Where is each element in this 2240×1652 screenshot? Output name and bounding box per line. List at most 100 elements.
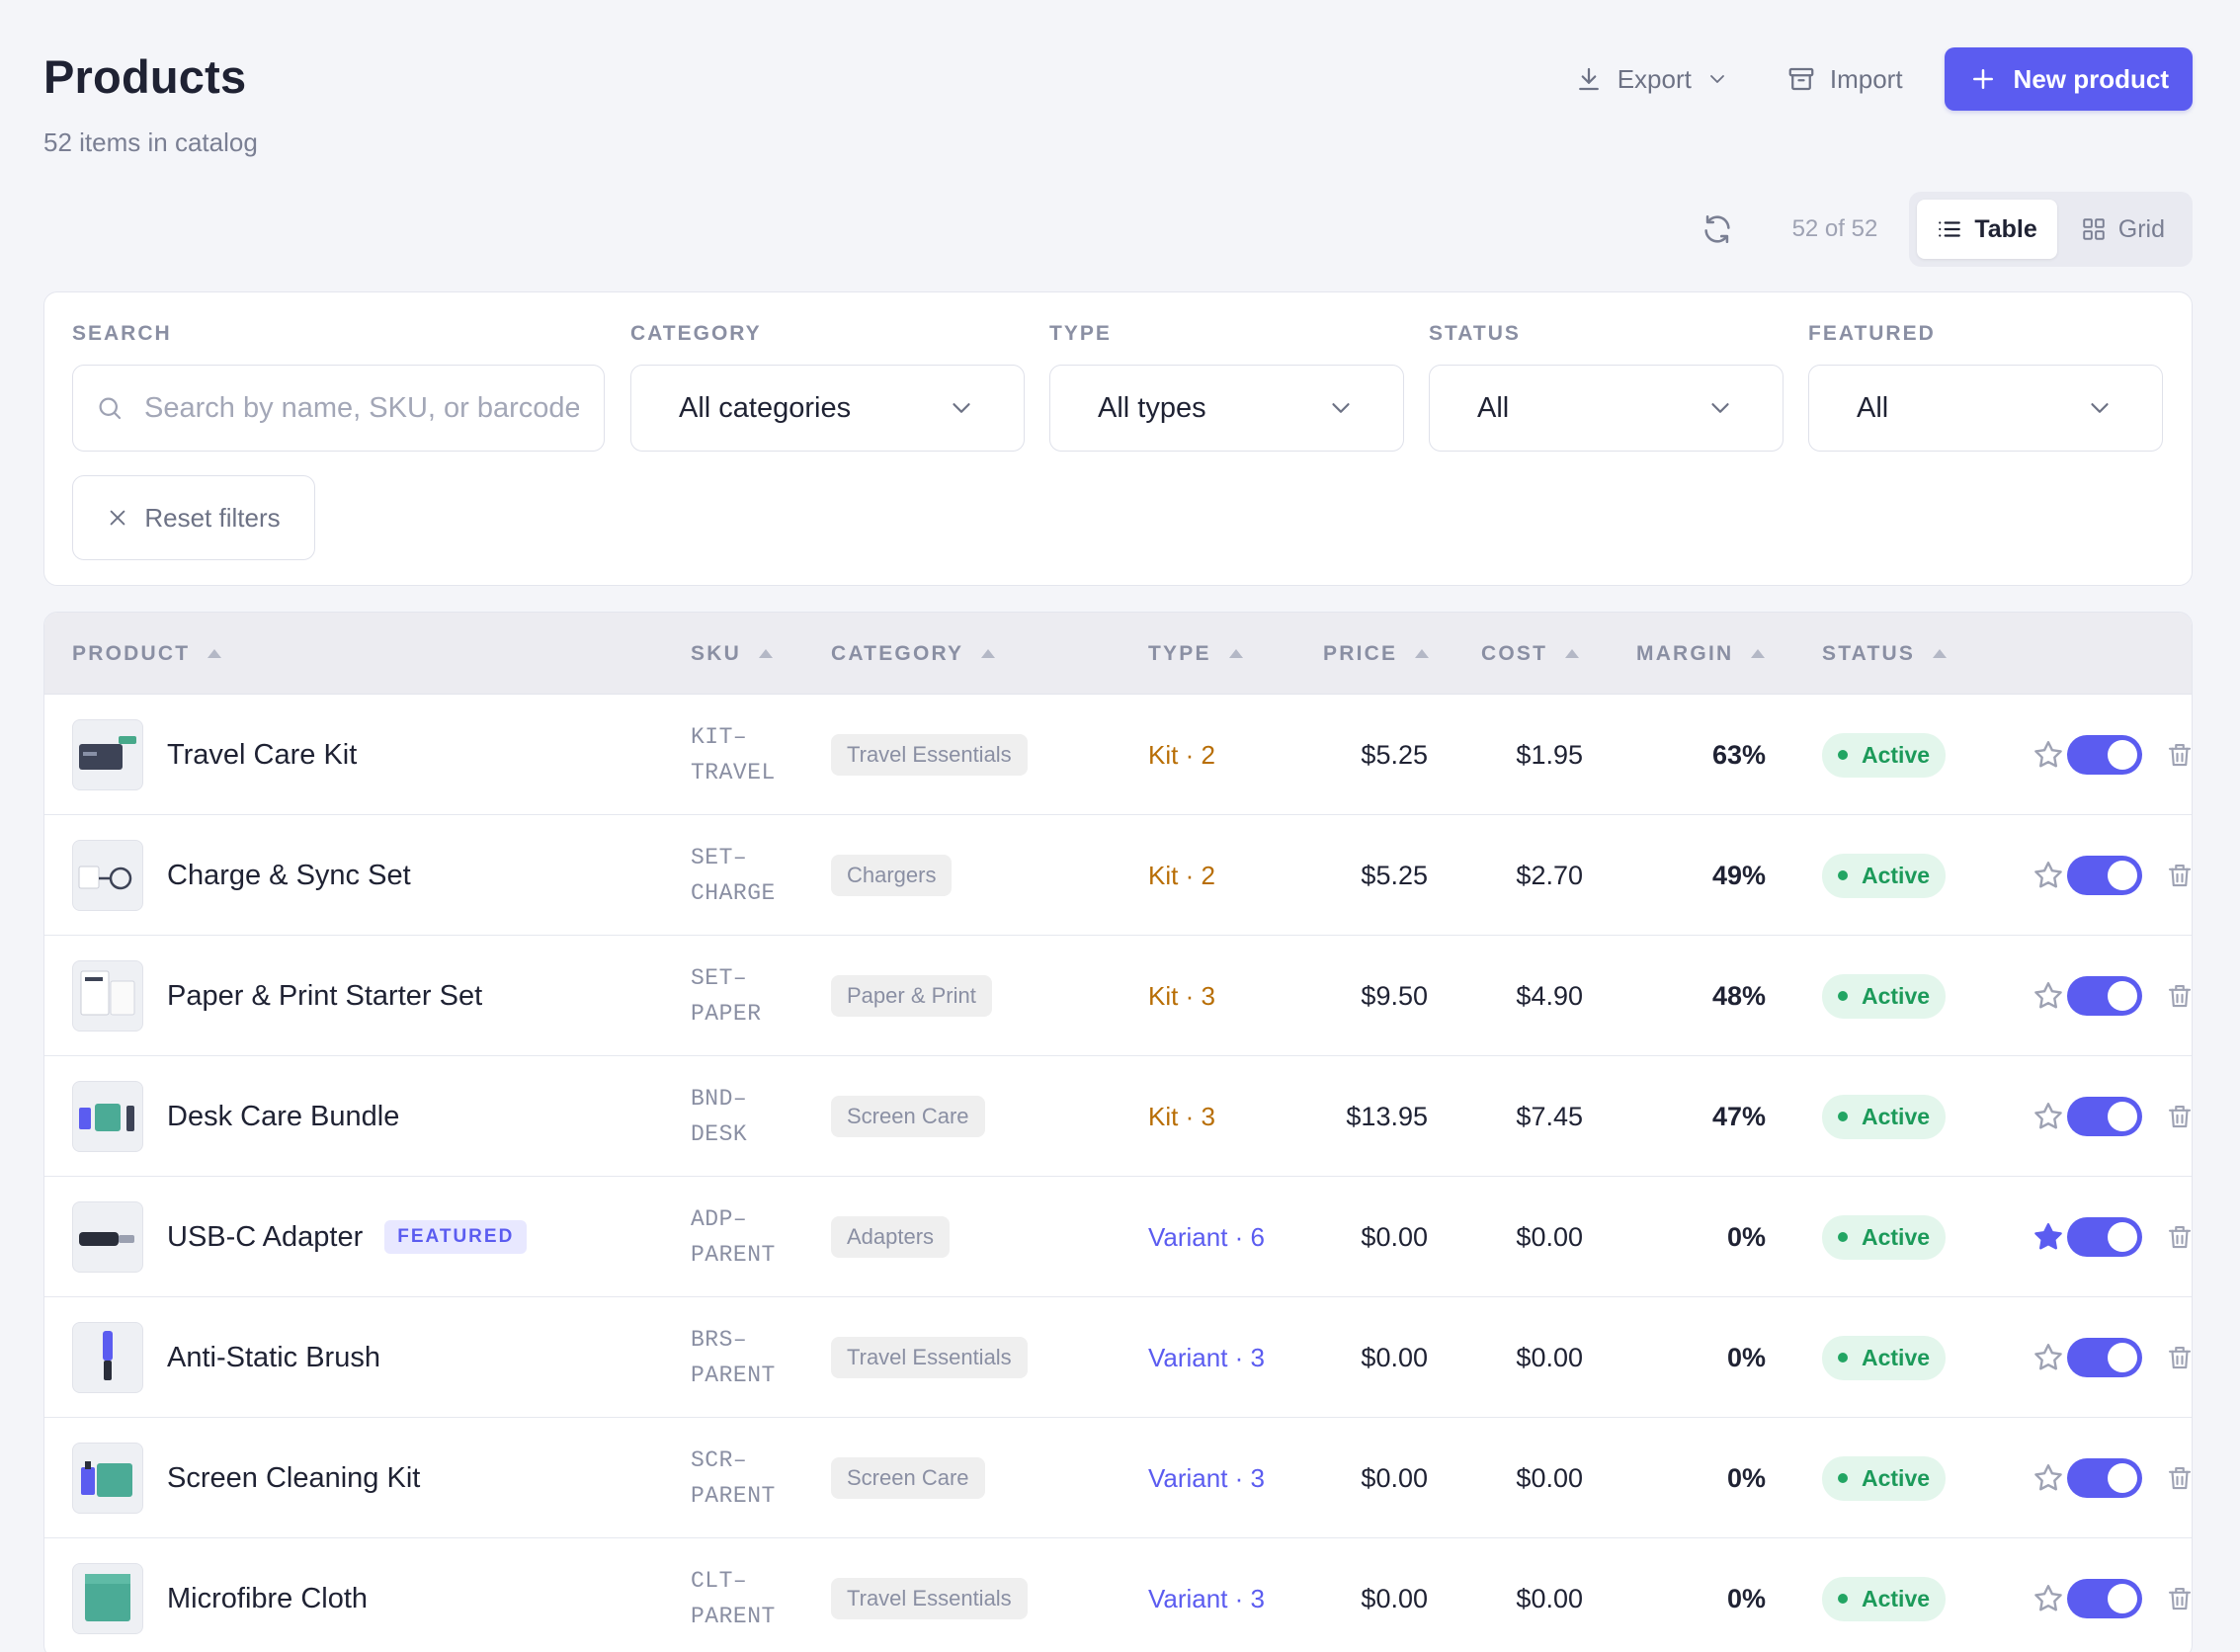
close-icon [111,510,125,526]
column-header-category[interactable]: CATEGORY [831,613,996,695]
featured-badge: FEATURED [384,1220,528,1254]
delete-button[interactable] [2165,1297,2192,1418]
column-header-sku[interactable]: SKU [691,613,773,695]
sort-icon [1933,649,1948,658]
cost-cell: $0.00 [1516,1462,1583,1493]
delete-button[interactable] [2165,695,2192,815]
enabled-toggle[interactable] [2067,1338,2142,1377]
enabled-toggle[interactable] [2067,1097,2142,1136]
margin-cell: 63% [1711,739,1766,770]
enabled-toggle[interactable] [2067,976,2142,1016]
delete-button[interactable] [2165,1418,2192,1538]
featured-select[interactable]: All [1808,365,2163,452]
category-tag: Screen Care [831,1096,985,1137]
reset-filters-button[interactable]: Reset filters [72,475,315,560]
search-input[interactable] [144,391,579,425]
refresh-icon [1703,214,1730,244]
refresh-button[interactable] [1698,209,1737,249]
column-header-type[interactable]: TYPE [1148,613,1243,695]
status-select-value: All [1477,391,1510,424]
status-label: Active [1862,982,1931,1009]
product-image [80,970,135,1016]
status-select[interactable]: All [1429,365,1784,452]
column-header-price[interactable]: PRICE [1323,613,1430,695]
column-header-status[interactable]: STATUS [1822,613,1948,695]
category-cell: Travel Essentials [831,1538,1028,1652]
sort-icon [1415,649,1430,658]
enabled-toggle[interactable] [2067,1217,2142,1257]
column-header-product[interactable]: PRODUCT [72,613,222,695]
table-row[interactable]: Anti-Static Brush BRS– PARENT Travel Ess… [44,1297,2192,1418]
category-filter-label: CATEGORY [630,322,762,345]
category-tag: Screen Care [831,1457,985,1499]
table-row[interactable]: Travel Care Kit KIT– TRAVEL Travel Essen… [44,695,2192,815]
category-tag: Adapters [831,1216,951,1258]
sku-line-1: CLT– [691,1568,748,1594]
import-button[interactable]: Import [1771,47,1919,111]
feature-star-button[interactable] [2031,1579,2070,1618]
category-tag: Travel Essentials [831,1337,1028,1378]
status-filter-label: STATUS [1429,322,1521,345]
table-row[interactable]: Paper & Print Starter Set SET– PAPER Pap… [44,936,2192,1056]
delete-button[interactable] [2165,1538,2192,1652]
header-actions: Export Import New product [1558,47,2193,111]
product-image [79,736,136,770]
delete-button[interactable] [2165,1177,2192,1297]
category-tag: Paper & Print [831,975,992,1017]
table-view-button[interactable]: Table [1917,200,2057,259]
feature-star-button[interactable] [2031,1338,2070,1377]
sort-icon [1565,649,1580,658]
reset-filters-label: Reset filters [144,502,281,533]
delete-button[interactable] [2165,936,2192,1056]
search-label: SEARCH [72,322,172,345]
grid-view-button[interactable]: Grid [2061,200,2185,259]
delete-button[interactable] [2165,815,2192,936]
category-cell: Chargers [831,815,953,936]
import-label: Import [1829,63,1903,94]
table-row[interactable]: Charge & Sync Set SET– CHARGE Chargers K… [44,815,2192,936]
feature-star-button[interactable] [2031,735,2070,775]
table-row[interactable]: Screen Cleaning Kit SCR– PARENT Screen C… [44,1418,2192,1538]
margin-cell: 0% [1726,1221,1766,1252]
feature-star-button[interactable] [2031,1217,2070,1257]
type-select[interactable]: All types [1049,365,1404,452]
type-cell: Kit · 2 [1148,860,1215,890]
enabled-toggle[interactable] [2067,1458,2142,1498]
enabled-toggle[interactable] [2067,735,2142,775]
enabled-toggle[interactable] [2067,856,2142,895]
status-cell: Active [1822,936,1947,1056]
product-image [81,1461,132,1497]
sku-line-1: SET– [691,845,748,870]
feature-star-button[interactable] [2031,1097,2070,1136]
feature-star-button[interactable] [2031,976,2070,1016]
table-row[interactable]: USB-C Adapter FEATURED ADP– PARENT Adapt… [44,1177,2192,1297]
status-dot-icon [1838,1473,1848,1483]
product-image [103,1331,113,1380]
new-product-button[interactable]: New product [1944,47,2193,111]
feature-star-button[interactable] [2031,856,2070,895]
column-label: COST [1481,641,1548,665]
status-badge: Active [1822,1576,1947,1621]
margin-cell: 0% [1726,1583,1766,1613]
export-button[interactable]: Export [1558,47,1745,111]
toggle-knob [2108,981,2137,1011]
table-row[interactable]: Desk Care Bundle BND– DESK Screen Care K… [44,1056,2192,1177]
trash-icon [2168,984,2192,1008]
toggle-knob [2108,861,2137,890]
column-header-cost[interactable]: COST [1481,613,1580,695]
category-select[interactable]: All categories [630,365,1025,452]
product-thumbnail [72,1201,143,1273]
feature-star-button[interactable] [2031,1458,2070,1498]
grid-view-label: Grid [2117,214,2165,243]
delete-button[interactable] [2165,1056,2192,1177]
product-name: Screen Cleaning Kit [167,1461,421,1494]
column-header-margin[interactable]: MARGIN [1636,613,1766,695]
sku-line-2: CHARGE [691,880,776,906]
type-select-value: All types [1098,391,1206,424]
sku-cell: SET– PAPER [691,936,799,1056]
enabled-toggle[interactable] [2067,1579,2142,1618]
column-label: MARGIN [1636,641,1734,665]
status-dot-icon [1838,1353,1848,1363]
table-row[interactable]: Microfibre Cloth CLT– PARENT Travel Esse… [44,1538,2192,1652]
product-name-cell: USB-C Adapter FEATURED [167,1177,528,1297]
